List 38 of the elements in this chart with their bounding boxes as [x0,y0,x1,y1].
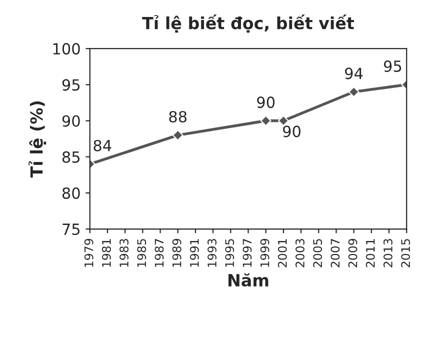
data-label: 90 [283,126,300,138]
x-tick-label: 1995 [225,239,234,267]
data-label: 88 [169,110,187,123]
data-label: 84 [94,140,112,152]
data-label: 90 [257,96,275,108]
x-tick-label: 2003 [296,238,304,268]
chart-title: Tỉ lệ biết đọc, biết viết [142,14,354,33]
data-label: 94 [345,68,363,80]
y-tick-label: 75 [62,224,80,236]
point [172,130,184,141]
x-tick-label: 1999 [260,238,270,267]
y-tick-label: 80 [62,187,80,199]
x-axis-title: Năm [228,273,268,287]
point [348,86,360,98]
data-label: 95 [384,60,402,72]
x-tick-label: 1979 [84,238,94,267]
x-tick-label: 2007 [330,239,340,268]
x-tick-label: 1985 [137,239,146,267]
x-tick-label: 1997 [242,239,252,267]
x-tick-label: 2005 [313,239,322,268]
x-tick-label: 1981 [102,239,111,267]
y-tick-label: 90 [62,115,80,127]
x-tick-label: 1987 [154,239,164,267]
x-tick-label: 2001 [278,239,287,268]
x-tick-label: 1993 [208,238,216,267]
point [278,115,289,126]
y-tick-label: 85 [62,151,80,163]
point [260,115,272,126]
x-tick-label: 1989 [172,238,182,267]
x-tick-label: 1991 [190,239,199,267]
y-tick-label: 95 [62,79,80,91]
y-axis-title: Tỉ lệ (%) [28,101,46,178]
x-tick-label: 2013 [384,238,392,268]
x-tick-label: 2015 [401,239,410,268]
x-tick-label: 1983 [120,238,128,267]
y-tick-label: 100 [53,43,80,55]
x-tick-label: 2009 [348,238,358,268]
x-tick-label: 2011 [366,239,375,268]
